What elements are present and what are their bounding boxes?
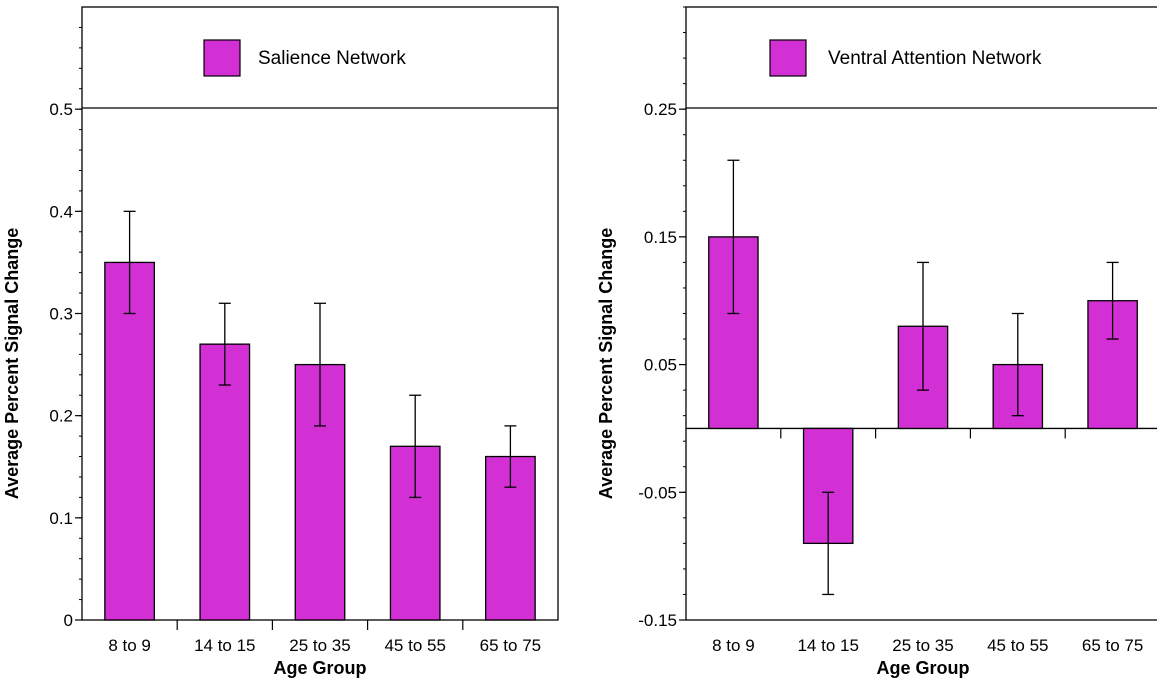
legend-label: Salience Network: [258, 48, 406, 69]
x-tick-label: 25 to 35: [892, 636, 953, 655]
y-tick-label: 0.5: [49, 100, 73, 119]
legend-label: Ventral Attention Network: [828, 48, 1042, 69]
y-tick-label: 0.4: [49, 202, 73, 221]
chart-panel-ventral-attention: Ventral Attention Network -0.15 -0.05 0.05 0…: [596, 6, 1157, 678]
x-tick-label: 14 to 15: [797, 636, 858, 655]
legend-swatch: [769, 39, 807, 77]
x-tick-label: 8 to 9: [712, 636, 755, 655]
y-axis-title: Average Percent Signal Change: [2, 228, 22, 499]
x-axis-title: Age Group: [877, 658, 970, 678]
y-tick-label: -0.15: [638, 611, 677, 630]
y-tick-label: -0.05: [638, 483, 677, 502]
x-tick-label: 8 to 9: [108, 636, 151, 655]
legend-swatch: [203, 39, 241, 77]
y-tick-label: 0.3: [49, 305, 73, 324]
y-tick-label: 0.1: [49, 509, 73, 528]
y-tick-label: 0.05: [644, 356, 677, 375]
x-tick-label: 25 to 35: [289, 636, 350, 655]
y-tick-label: 0.15: [644, 228, 677, 247]
x-tick-label: 45 to 55: [987, 636, 1048, 655]
x-axis-title: Age Group: [274, 658, 367, 678]
bar: [104, 261, 156, 621]
chart-panel-salience: Salience Network 0 0.1 0.2 0.3 0.4 0.5 8 to 9 14…: [2, 6, 559, 678]
x-tick-label: 65 to 75: [1082, 636, 1143, 655]
bar: [199, 343, 251, 621]
x-tick-label: 65 to 75: [480, 636, 541, 655]
y-axis-title: Average Percent Signal Change: [596, 228, 616, 499]
y-tick-label: 0.25: [644, 100, 677, 119]
x-tick-label: 45 to 55: [384, 636, 445, 655]
y-tick-label: 0: [64, 611, 73, 630]
y-tick-label: 0.2: [49, 407, 73, 426]
x-tick-label: 14 to 15: [194, 636, 255, 655]
